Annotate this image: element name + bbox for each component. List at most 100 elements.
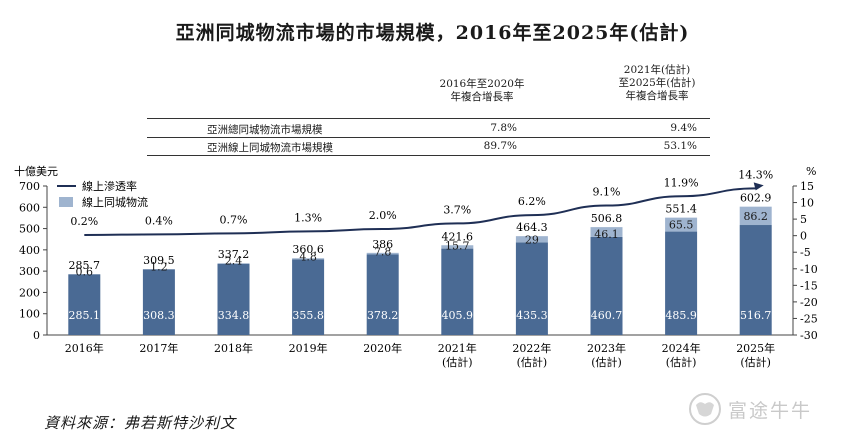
bar-online	[366, 252, 399, 255]
y2-tick-label: -25	[800, 312, 818, 325]
bar-offline	[590, 236, 623, 335]
bar-value-label: 355.8	[292, 309, 324, 322]
bar-value-label: 378.2	[367, 309, 399, 322]
bar-value-label: 405.9	[442, 309, 474, 322]
x-tick-label: 2018年	[214, 341, 253, 355]
bar-online	[739, 206, 772, 226]
total-value-label: 421.6	[442, 230, 474, 243]
y-tick-label: 0	[33, 329, 40, 342]
bar-value-label: 334.8	[218, 309, 250, 322]
cagr-rule-mid	[147, 137, 710, 138]
bar-value-label: 435.3	[516, 309, 548, 322]
total-value-label: 602.9	[740, 192, 772, 205]
bar-offline	[665, 231, 698, 335]
y2-tick-label: -5	[800, 246, 811, 259]
y2-tick-label: -15	[800, 279, 818, 292]
bar-value-label: 516.7	[740, 309, 772, 322]
legend-label: 線上滲透率	[82, 179, 137, 193]
online-value-label: 29	[525, 233, 539, 246]
online-value-label: 65.5	[669, 219, 694, 232]
online-value-label: 1.2	[150, 260, 168, 273]
y2-axis-unit: %	[806, 165, 816, 178]
bar-offline	[292, 259, 325, 335]
y-tick-label: 300	[19, 265, 40, 278]
y2-tick-label: 10	[800, 197, 814, 210]
watermark-text: 富途牛牛	[728, 399, 813, 422]
penetration-label: 14.3%	[738, 168, 773, 181]
x-tick-label: 2021年	[438, 341, 477, 355]
total-value-label: 309.5	[143, 254, 175, 267]
penetration-label: 0.2%	[70, 215, 98, 228]
total-value-label: 285.7	[69, 259, 101, 272]
cagr-row-label: 亞洲總同城物流市場規模	[207, 124, 323, 136]
online-value-label: 7.8	[374, 245, 392, 258]
cagr-rule-top	[147, 118, 710, 119]
source-note: 資料來源：弗若斯特沙利文	[44, 414, 237, 432]
total-value-label: 464.3	[516, 221, 548, 234]
bar-online	[515, 236, 548, 243]
penetration-label: 3.7%	[443, 203, 471, 216]
penetration-label: 6.2%	[518, 195, 546, 208]
penetration-label: 0.4%	[145, 214, 173, 227]
x-tick-label: (估計)	[740, 355, 771, 369]
x-tick-label: (估計)	[591, 355, 622, 369]
penetration-label: 0.7%	[220, 213, 248, 226]
legend-bar-swatch	[59, 197, 73, 207]
penetration-label: 1.3%	[294, 211, 322, 224]
penetration-line	[84, 187, 756, 237]
cagr-header-2: 2021年(估計) 至2025年(估計) 年複合增長率	[618, 64, 696, 102]
bar-offline	[739, 225, 772, 335]
x-tick-label: 2024年	[662, 341, 701, 355]
x-tick-label: (估計)	[442, 355, 473, 369]
chart-title: 亞洲同城物流市場的市場規模，2016年至2025年(估計)	[175, 22, 690, 44]
bar-offline	[366, 254, 399, 335]
total-value-label: 360.6	[292, 243, 324, 256]
x-tick-label: 2023年	[587, 341, 626, 355]
legend-label: 線上同城物流	[82, 195, 148, 209]
bar-online	[441, 245, 474, 249]
total-value-label: 506.8	[591, 212, 623, 225]
x-tick-label: 2025年	[736, 341, 775, 355]
cagr-value: 53.1%	[663, 140, 697, 152]
penetration-label: 11.9%	[664, 176, 699, 189]
online-value-label: 2.4	[225, 255, 243, 268]
total-value-label: 337.2	[218, 248, 250, 261]
cagr-value: 7.8%	[490, 122, 517, 134]
y-tick-label: 100	[19, 308, 40, 321]
bar-offline	[217, 263, 250, 335]
cagr-header-1: 2016年至2020年 年複合增長率	[439, 78, 525, 103]
bar-online	[292, 258, 325, 260]
total-value-label: 551.4	[665, 203, 697, 216]
y2-tick-label: -30	[800, 329, 818, 342]
penetration-label: 2.0%	[369, 209, 397, 222]
bar-value-label: 485.9	[665, 309, 697, 322]
cagr-value: 9.4%	[670, 122, 697, 134]
y-tick-label: 600	[19, 201, 40, 214]
y-axis-unit: 十億美元	[14, 164, 58, 178]
bar-offline	[142, 269, 175, 335]
penetration-arrow	[753, 182, 764, 191]
bar-value-label: 460.7	[591, 309, 623, 322]
cagr-row-label: 亞洲線上同城物流市場規模	[207, 142, 333, 154]
online-value-label: 15.7	[445, 240, 470, 253]
x-tick-label: 2017年	[139, 341, 178, 355]
y-tick-label: 400	[19, 244, 40, 257]
x-tick-label: 2022年	[512, 341, 551, 355]
y2-tick-label: 0	[800, 230, 807, 243]
y2-tick-label: -10	[800, 263, 818, 276]
cagr-rule-bottom	[147, 155, 710, 156]
x-tick-label: (估計)	[517, 355, 548, 369]
y-tick-label: 700	[19, 180, 40, 193]
y2-tick-label: 15	[800, 180, 814, 193]
bar-offline	[515, 242, 548, 335]
bar-offline	[441, 248, 474, 335]
bar-value-label: 285.1	[69, 309, 101, 322]
bull-logo-icon	[689, 393, 721, 425]
online-value-label: 46.1	[594, 228, 619, 241]
y-tick-label: 500	[19, 223, 40, 236]
y-tick-label: 200	[19, 286, 40, 299]
bar-online	[665, 217, 698, 232]
x-tick-label: (估計)	[666, 355, 697, 369]
online-value-label: 86.2	[743, 210, 768, 223]
cagr-value: 89.7%	[483, 140, 517, 152]
